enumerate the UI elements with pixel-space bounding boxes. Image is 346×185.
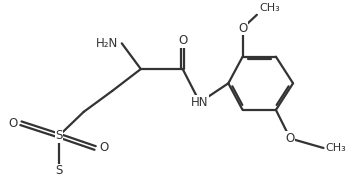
- Text: O: O: [178, 34, 187, 47]
- Text: CH₃: CH₃: [325, 143, 346, 153]
- Text: S: S: [55, 164, 63, 177]
- Text: O: O: [285, 132, 295, 145]
- Text: CH₃: CH₃: [260, 3, 281, 13]
- Text: H₂N: H₂N: [96, 37, 118, 50]
- Text: O: O: [238, 22, 247, 35]
- Text: S: S: [55, 129, 63, 142]
- Text: HN: HN: [191, 96, 209, 109]
- Text: O: O: [8, 117, 17, 130]
- Text: O: O: [99, 142, 108, 154]
